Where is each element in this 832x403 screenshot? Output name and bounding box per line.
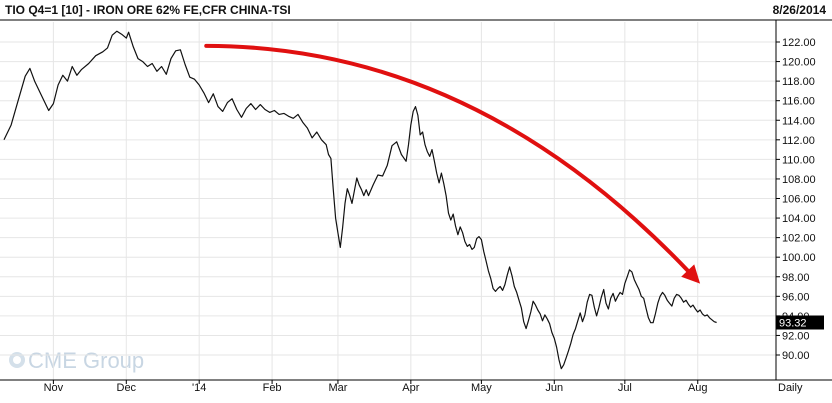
x-tick-label: Mar [328,382,347,394]
y-tick-label: 120.00 [782,57,816,69]
y-tick-label: 96.00 [782,291,810,303]
grid-lines [0,22,780,384]
y-axis-labels: 90.0092.0094.0096.0098.00100.00102.00104… [782,37,816,362]
y-tick-label: 90.00 [782,350,810,362]
x-tick-label: Apr [402,382,419,394]
x-axis-labels: Nov Dec '14 Feb Mar Apr May Jun Jul Aug [44,382,708,394]
y-tick-label: 114.00 [782,115,815,127]
last-price-tag: 93.32 [776,315,824,330]
trend-arrow [204,43,701,284]
y-tick-label: 104.00 [782,213,816,225]
y-tick-label: 112.00 [782,135,815,147]
x-tick-label: Nov [44,382,64,394]
x-tick-label: Jul [618,382,632,394]
y-tick-label: 122.00 [782,37,816,49]
x-tick-label: Jun [545,382,563,394]
last-price-value: 93.32 [779,318,807,330]
x-tick-label: '14 [192,382,206,394]
y-tick-label: 102.00 [782,233,816,245]
x-tick-label: Aug [688,382,708,394]
x-tick-label: May [471,382,492,394]
y-tick-label: 116.00 [782,96,815,108]
y-tick-label: 118.00 [782,76,815,88]
trend-arrow-shaft [204,43,692,274]
watermark: CME Group [9,348,144,373]
y-tick-label: 92.00 [782,330,810,342]
frequency-label: Daily [778,382,803,394]
x-tick-label: Dec [117,382,137,394]
y-tick-label: 110.00 [782,154,815,166]
y-tick-label: 106.00 [782,194,816,206]
price-line [3,30,717,370]
trend-arrow-head [681,264,701,284]
x-tick-label: Feb [263,382,282,394]
chart-title: TIO Q4=1 [10] - IRON ORE 62% FE,CFR CHIN… [5,3,291,17]
chart-date: 8/26/2014 [773,3,827,17]
watermark-text: CME Group [28,348,144,373]
y-tick-label: 100.00 [782,252,816,264]
y-tick-label: 98.00 [782,272,810,284]
y-tick-label: 108.00 [782,174,816,186]
cme-globe-icon [9,352,25,368]
